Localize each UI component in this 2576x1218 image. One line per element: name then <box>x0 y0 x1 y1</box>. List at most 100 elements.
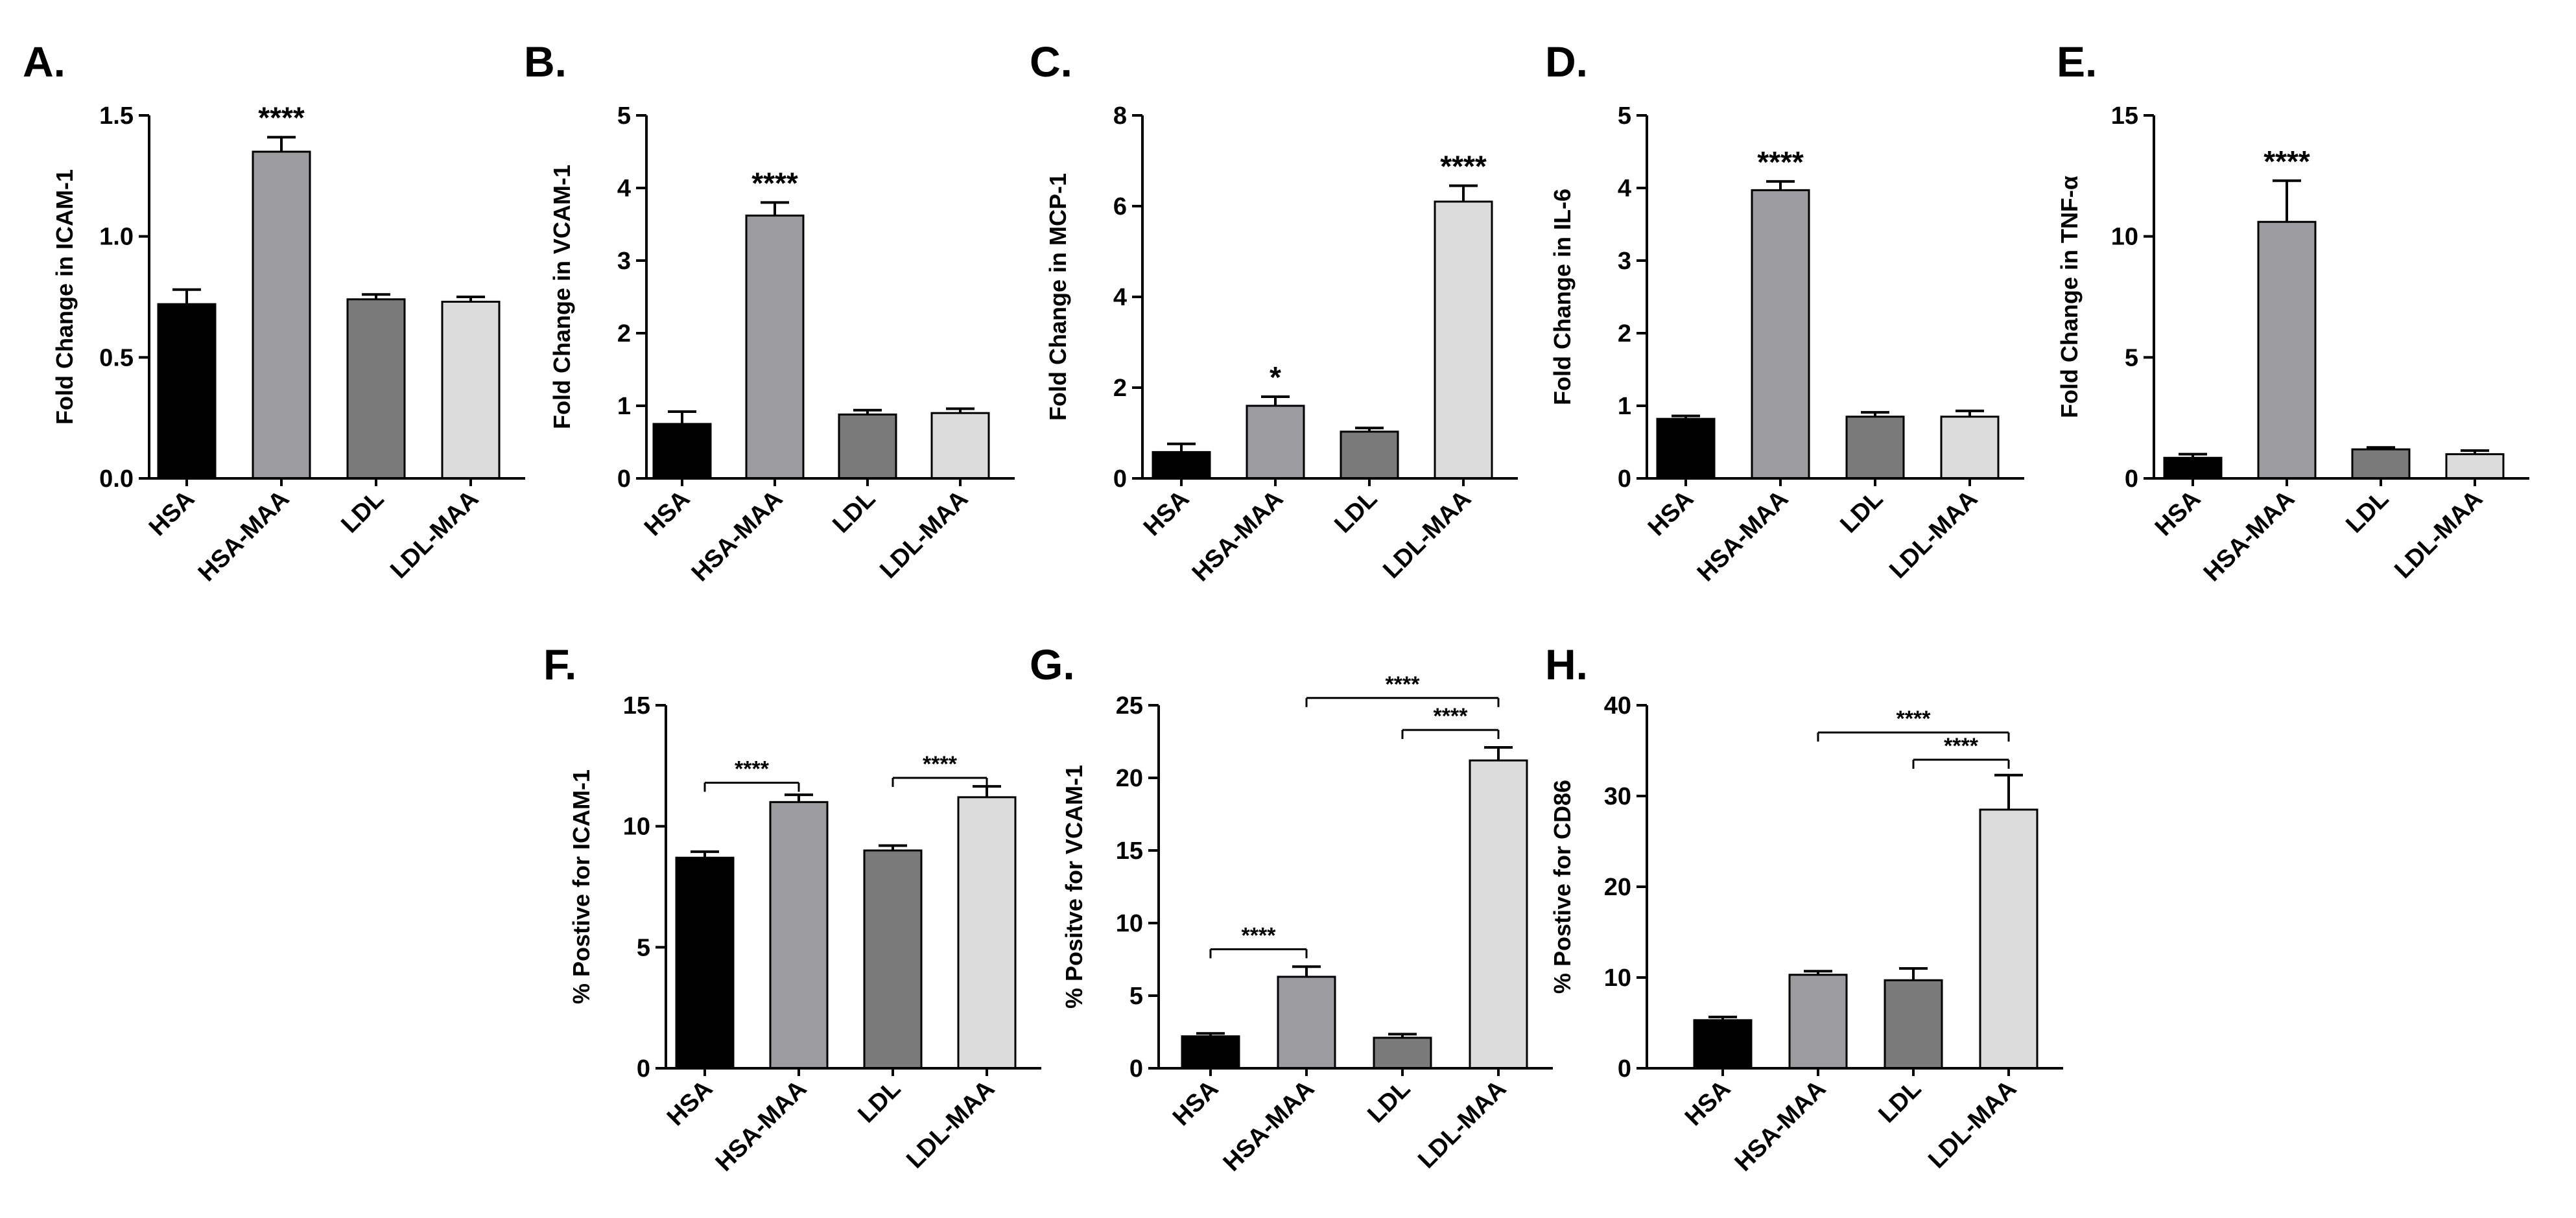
x-tick-label: HSA <box>2150 486 2206 541</box>
y-axis-label: Fold Change in TNF-α <box>2056 176 2083 418</box>
y-tick-label: 4 <box>617 175 631 202</box>
x-tick-label: LDL <box>1329 486 1382 539</box>
significance-label: **** <box>2263 145 2310 178</box>
significance-label: * <box>1270 360 1281 394</box>
y-axis-label: % Postive for ICAM-1 <box>568 769 595 1004</box>
x-tick-label: HSA <box>639 486 695 541</box>
bracket-label: **** <box>735 756 770 781</box>
bar <box>1246 404 1305 480</box>
y-tick-label: 15 <box>1116 837 1143 865</box>
panel-letter: B. <box>524 38 567 86</box>
y-axis-label: Fold Change in MCP-1 <box>1045 173 1071 421</box>
y-tick-label: 4 <box>1618 175 1631 202</box>
x-tick-label: LDL <box>336 486 389 539</box>
significance-label: **** <box>1757 145 1804 179</box>
y-tick-label: 5 <box>617 102 631 130</box>
bar <box>1434 200 1493 480</box>
x-tick-label: HSA <box>1680 1075 1736 1131</box>
y-axis-label: Fold Change in IL-6 <box>1549 189 1576 405</box>
y-tick-label: 1.5 <box>99 102 134 130</box>
y-tick-label: 5 <box>1618 102 1631 130</box>
bracket-label: **** <box>1944 734 1979 758</box>
y-tick-label: 4 <box>1113 284 1127 311</box>
y-tick-label: 0 <box>1129 1055 1143 1083</box>
bar <box>2257 220 2317 480</box>
bar <box>675 856 735 1070</box>
x-tick-label: HSA-MAA <box>687 486 788 587</box>
y-tick-label: 15 <box>623 692 650 720</box>
x-tick-label: LDL <box>1835 486 1888 539</box>
x-tick-label: LDL <box>2341 486 2394 539</box>
x-tick-label: HSA-MAA <box>2199 486 2300 587</box>
x-tick-label: LDL-MAA <box>875 486 973 584</box>
x-tick-label: HSA <box>1139 486 1194 541</box>
x-tick-label: HSA <box>144 486 200 541</box>
y-tick-label: 0 <box>1618 1055 1631 1083</box>
y-tick-label: 6 <box>1113 193 1127 220</box>
bar <box>769 801 829 1070</box>
bracket-label: **** <box>1386 672 1421 697</box>
y-tick-label: 10 <box>1116 910 1143 937</box>
y-tick-label: 3 <box>617 248 631 275</box>
bar <box>1181 1035 1240 1070</box>
bar <box>1340 430 1399 480</box>
y-axis-label: % Postive for CD86 <box>1549 780 1576 994</box>
bar <box>745 215 805 480</box>
y-tick-label: 3 <box>1618 248 1631 275</box>
bar <box>2351 448 2411 480</box>
significance-label: **** <box>1440 150 1487 183</box>
x-tick-label: LDL-MAA <box>901 1075 1000 1174</box>
significance-label: **** <box>258 101 305 135</box>
y-tick-label: 5 <box>637 934 650 961</box>
bar <box>1845 416 1905 480</box>
bar <box>957 796 1017 1070</box>
x-tick-label: LDL-MAA <box>1884 486 1983 584</box>
y-axis-label: % Positve for VCAM-1 <box>1061 765 1087 1009</box>
y-tick-label: 8 <box>1113 102 1127 130</box>
bar <box>441 300 501 480</box>
y-tick-label: 40 <box>1604 692 1631 720</box>
bar <box>1788 974 1848 1070</box>
bar <box>1277 976 1336 1070</box>
bar <box>1693 1019 1753 1070</box>
bracket-label: **** <box>1242 923 1277 948</box>
panel-letter: A. <box>23 38 65 86</box>
x-tick-label: LDL <box>853 1075 906 1129</box>
panel-letter: F. <box>543 640 576 688</box>
panel-letter: E. <box>2057 38 2097 86</box>
x-tick-label: LDL <box>827 486 880 539</box>
x-tick-label: LDL-MAA <box>1378 486 1476 584</box>
x-tick-label: LDL-MAA <box>2389 486 2488 584</box>
x-tick-label: HSA-MAA <box>1218 1075 1320 1177</box>
bar <box>346 298 406 480</box>
x-tick-label: HSA-MAA <box>1187 486 1289 587</box>
significance-label: **** <box>751 166 798 200</box>
bar <box>2163 456 2223 480</box>
panel-letter: C. <box>1030 38 1072 86</box>
bracket-label: **** <box>923 752 958 777</box>
x-tick-label: HSA-MAA <box>1692 486 1794 587</box>
bar <box>1751 189 1810 480</box>
panel-letter: H. <box>1545 640 1588 688</box>
y-tick-label: 2 <box>1113 375 1127 402</box>
y-tick-label: 5 <box>1129 983 1143 1010</box>
y-tick-label: 30 <box>1604 783 1631 810</box>
y-tick-label: 2 <box>1618 320 1631 347</box>
y-tick-label: 1 <box>1618 393 1631 420</box>
bar <box>2445 453 2505 480</box>
y-tick-label: 0 <box>637 1055 650 1083</box>
y-tick-label: 10 <box>1604 965 1631 992</box>
y-tick-label: 25 <box>1116 692 1143 720</box>
bar <box>1979 808 2038 1070</box>
bar <box>1940 416 2000 480</box>
y-axis-label: Fold Change in VCAM-1 <box>549 165 575 429</box>
y-tick-label: 20 <box>1604 874 1631 901</box>
y-tick-label: 10 <box>2111 224 2138 251</box>
bracket-label: **** <box>1897 707 1932 731</box>
